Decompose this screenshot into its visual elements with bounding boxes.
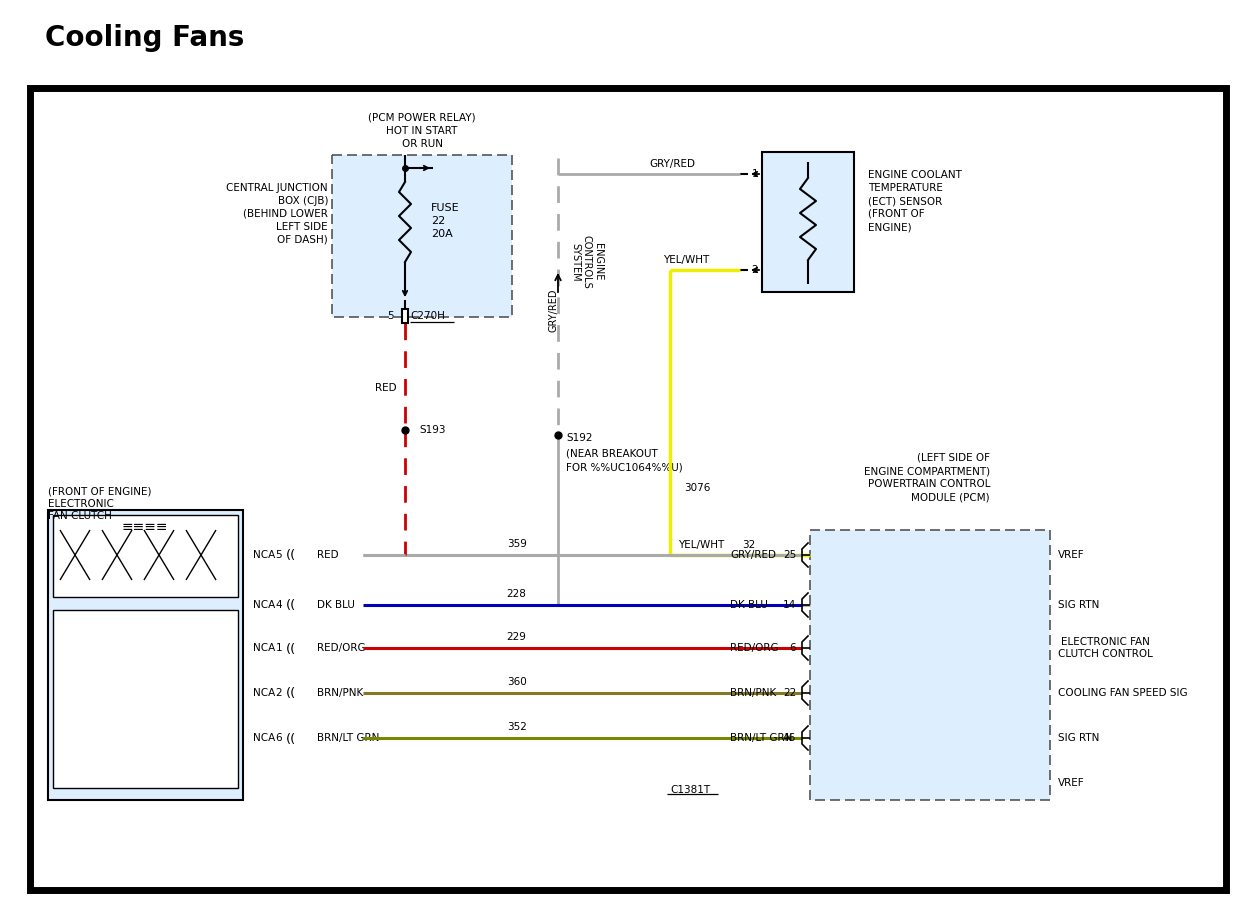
Text: 3076: 3076 bbox=[684, 483, 710, 493]
Text: ((: (( bbox=[287, 732, 297, 746]
Text: 360: 360 bbox=[507, 677, 527, 687]
Text: NCA: NCA bbox=[253, 550, 275, 560]
Text: ((: (( bbox=[287, 688, 297, 700]
Text: POWERTRAIN CONTROL: POWERTRAIN CONTROL bbox=[867, 479, 991, 489]
Text: S192: S192 bbox=[566, 433, 593, 443]
Bar bbox=[402, 309, 407, 323]
Text: BRN/LT GRN: BRN/LT GRN bbox=[730, 733, 792, 743]
Text: ≡≡≡≡: ≡≡≡≡ bbox=[122, 520, 168, 534]
Text: NCA: NCA bbox=[253, 600, 275, 610]
Text: 14: 14 bbox=[782, 600, 796, 610]
Text: 1: 1 bbox=[275, 643, 283, 653]
Text: GRY/RED: GRY/RED bbox=[548, 288, 558, 332]
Text: (ECT) SENSOR: (ECT) SENSOR bbox=[868, 196, 942, 206]
Text: 6: 6 bbox=[275, 733, 283, 743]
Text: MODULE (PCM): MODULE (PCM) bbox=[911, 492, 991, 502]
Text: NCA: NCA bbox=[253, 688, 275, 698]
Text: ENGINE
CONTROLS
SYSTEM: ENGINE CONTROLS SYSTEM bbox=[569, 236, 603, 289]
Text: RED: RED bbox=[316, 550, 339, 560]
Text: 22: 22 bbox=[431, 216, 445, 226]
Text: RED/ORG: RED/ORG bbox=[316, 643, 365, 653]
Text: ((: (( bbox=[287, 642, 297, 656]
Bar bbox=[54, 610, 238, 788]
Text: (FRONT OF: (FRONT OF bbox=[868, 209, 925, 219]
Text: 352: 352 bbox=[507, 722, 527, 732]
Text: NCA: NCA bbox=[253, 643, 275, 653]
Text: BOX (CJB): BOX (CJB) bbox=[278, 196, 328, 206]
Text: 2: 2 bbox=[751, 265, 758, 275]
Bar bbox=[763, 152, 854, 292]
Text: 1: 1 bbox=[751, 169, 758, 179]
Text: (PCM POWER RELAY): (PCM POWER RELAY) bbox=[368, 113, 476, 123]
Text: BRN/PNK: BRN/PNK bbox=[730, 688, 776, 698]
Text: ENGINE COOLANT: ENGINE COOLANT bbox=[868, 170, 962, 180]
Text: 25: 25 bbox=[782, 550, 796, 560]
Text: OF DASH): OF DASH) bbox=[278, 235, 328, 245]
Text: 359: 359 bbox=[507, 539, 527, 549]
Text: HOT IN START: HOT IN START bbox=[386, 126, 457, 136]
Text: ELECTRONIC FAN
CLUTCH CONTROL: ELECTRONIC FAN CLUTCH CONTROL bbox=[1058, 637, 1153, 659]
Text: BRN/PNK: BRN/PNK bbox=[316, 688, 364, 698]
Text: ENGINE COMPARTMENT): ENGINE COMPARTMENT) bbox=[863, 466, 991, 476]
Text: FOR %%UC1064%%U): FOR %%UC1064%%U) bbox=[566, 462, 683, 472]
Text: OR RUN: OR RUN bbox=[401, 139, 442, 149]
Text: ELECTRONIC: ELECTRONIC bbox=[49, 499, 113, 509]
Text: 46: 46 bbox=[782, 733, 796, 743]
Text: 32: 32 bbox=[743, 540, 755, 550]
Text: C1381T: C1381T bbox=[670, 785, 710, 795]
Text: RED: RED bbox=[375, 383, 397, 393]
Text: RED/ORG: RED/ORG bbox=[730, 643, 779, 653]
Text: 5: 5 bbox=[388, 311, 394, 321]
Text: 2: 2 bbox=[275, 688, 283, 698]
Bar bbox=[331, 155, 512, 317]
Text: 228: 228 bbox=[507, 589, 527, 599]
Text: YEL/WHT: YEL/WHT bbox=[678, 540, 724, 550]
Bar bbox=[30, 88, 1226, 890]
Bar bbox=[810, 530, 1050, 800]
Bar bbox=[49, 510, 243, 800]
Text: (LEFT SIDE OF: (LEFT SIDE OF bbox=[917, 453, 991, 463]
Text: (NEAR BREAKOUT: (NEAR BREAKOUT bbox=[566, 448, 658, 458]
Text: ENGINE): ENGINE) bbox=[868, 222, 912, 232]
Text: (BEHIND LOWER: (BEHIND LOWER bbox=[243, 209, 328, 219]
Text: LEFT SIDE: LEFT SIDE bbox=[277, 222, 328, 232]
Text: 22: 22 bbox=[782, 688, 796, 698]
Text: 20A: 20A bbox=[431, 229, 452, 239]
Text: VREF: VREF bbox=[1058, 550, 1084, 560]
Text: 6: 6 bbox=[790, 643, 796, 653]
Bar bbox=[54, 515, 238, 597]
Text: BRN/LT GRN: BRN/LT GRN bbox=[316, 733, 379, 743]
Text: DK BLU: DK BLU bbox=[316, 600, 355, 610]
Text: C270H: C270H bbox=[410, 311, 445, 321]
Text: ((: (( bbox=[287, 550, 297, 563]
Text: Cooling Fans: Cooling Fans bbox=[45, 24, 244, 52]
Text: FAN CLUTCH: FAN CLUTCH bbox=[49, 511, 112, 521]
Text: FUSE: FUSE bbox=[431, 203, 460, 213]
Text: (FRONT OF ENGINE): (FRONT OF ENGINE) bbox=[49, 487, 152, 497]
Text: SIG RTN: SIG RTN bbox=[1058, 733, 1099, 743]
Text: YEL/WHT: YEL/WHT bbox=[663, 255, 709, 265]
Text: 5: 5 bbox=[275, 550, 283, 560]
Text: 229: 229 bbox=[507, 632, 527, 642]
Text: CENTRAL JUNCTION: CENTRAL JUNCTION bbox=[227, 183, 328, 193]
Text: ((: (( bbox=[287, 600, 297, 612]
Text: SIG RTN: SIG RTN bbox=[1058, 600, 1099, 610]
Text: NCA: NCA bbox=[253, 733, 275, 743]
Text: 4: 4 bbox=[275, 600, 283, 610]
Text: DK BLU: DK BLU bbox=[730, 600, 768, 610]
Text: VREF: VREF bbox=[1058, 778, 1084, 788]
Text: S193: S193 bbox=[419, 425, 446, 435]
Text: COOLING FAN SPEED SIG: COOLING FAN SPEED SIG bbox=[1058, 688, 1187, 698]
Text: GRY/RED: GRY/RED bbox=[730, 550, 776, 560]
Text: GRY/RED: GRY/RED bbox=[649, 159, 695, 169]
Text: TEMPERATURE: TEMPERATURE bbox=[868, 183, 943, 193]
